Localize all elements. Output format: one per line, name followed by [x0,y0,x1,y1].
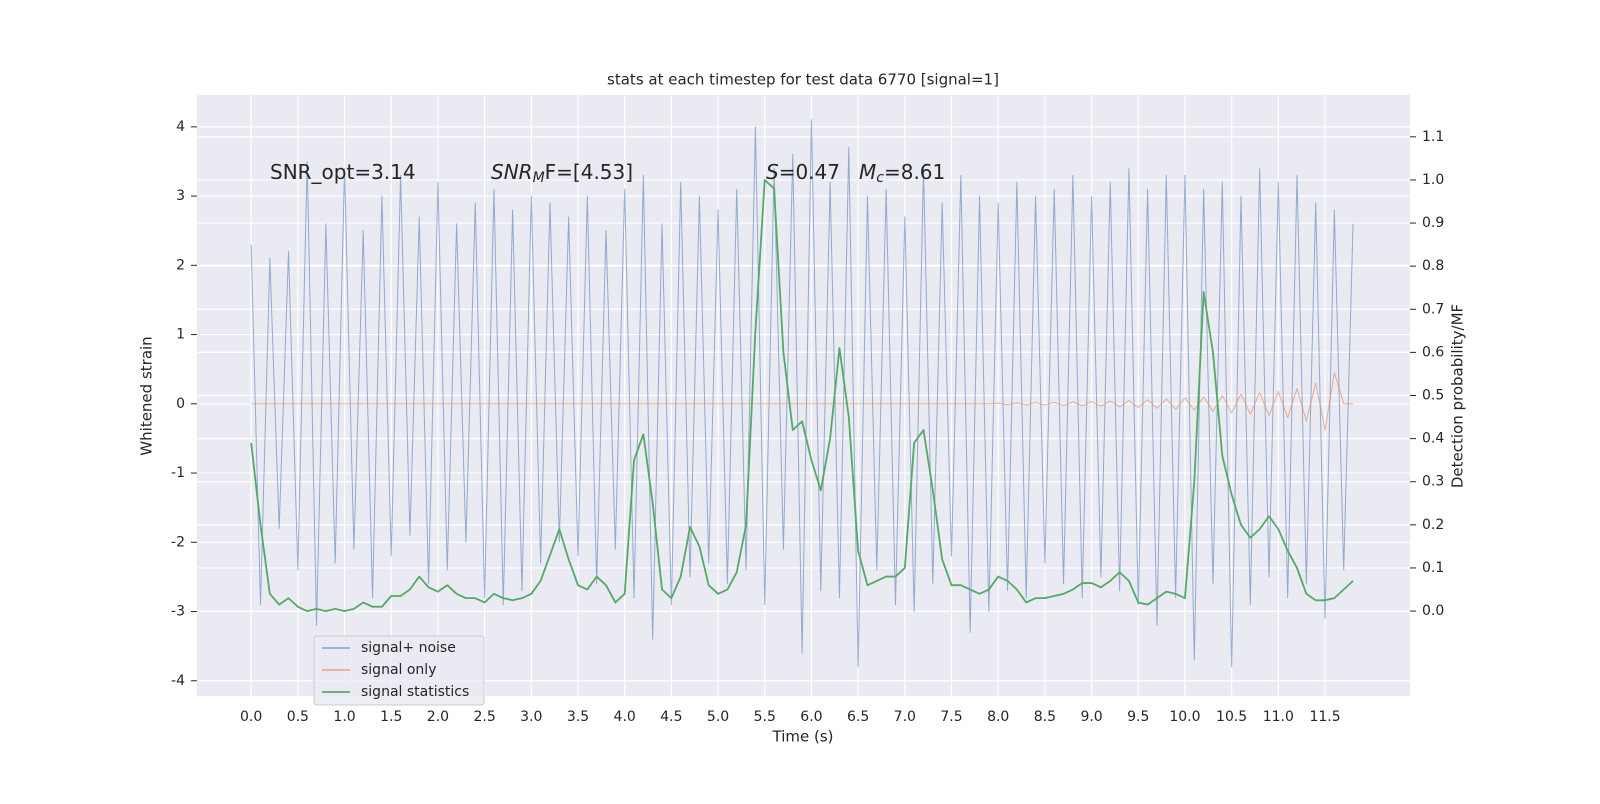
x-tick-label: 1.5 [380,709,402,725]
annotation-rest: F=[4.53] [545,160,633,184]
x-tick-label: 6.5 [847,709,869,725]
y2-tick-label: 0.2 [1422,517,1444,533]
x-tick-label: 11.0 [1263,709,1294,725]
y-tick-label: -2 [171,534,185,550]
y2-tick-label: 0.6 [1422,344,1444,360]
y-tick-label: -1 [171,465,185,481]
x-tick-label: 2.0 [427,709,449,725]
x-tick-label: 8.5 [1034,709,1056,725]
annotation-rest: =8.61 [884,160,945,184]
annotation-symbol: S [766,160,779,184]
annotation-text: SNR_opt=3.14 [270,160,416,184]
x-tick-label: 9.5 [1127,709,1149,725]
y-axis-label: Whitened strain [138,336,156,455]
annotation: SNR_opt=3.14 [270,160,416,184]
x-tick-label: 3.0 [520,709,542,725]
x-tick-label: 4.0 [614,709,636,725]
x-tick-label: 5.0 [707,709,729,725]
y2-tick-label: 0.8 [1422,258,1444,274]
x-tick-label: 6.0 [800,709,822,725]
annotation-subscript: c [876,170,884,186]
y-tick-label: 1 [176,327,185,343]
y2-tick-label: 0.9 [1422,215,1444,231]
series-line [251,372,1354,431]
annotation-symbol: M [859,160,876,184]
y-tick-label: 2 [176,257,185,273]
x-tick-label: 9.0 [1080,709,1102,725]
x-tick-label: 4.5 [660,709,682,725]
legend-box [313,635,485,706]
y2-tick-label: 0.7 [1422,301,1444,317]
chart-title: stats at each timestep for test data 677… [607,71,999,89]
y2-tick-label: 0.4 [1422,431,1444,447]
x-tick-label: 3.5 [567,709,589,725]
series-line [250,119,1354,668]
annotation: Mc=8.61 [859,160,945,187]
annotation-symbol: SNR [491,160,533,184]
annotation: S=0.47 [766,160,840,184]
x-tick-label: 10.0 [1169,709,1200,725]
y-tick-label: 4 [176,119,185,135]
y2-tick-label: 0.1 [1422,560,1444,576]
x-tick-label: 7.0 [894,709,916,725]
x-tick-label: 0.0 [240,709,262,725]
y-tick-label: -3 [171,604,185,620]
x-axis-label: Time (s) [772,728,834,746]
legend-label: signal statistics [361,684,469,700]
y-tick-label: 3 [176,188,185,204]
y2-axis-label: Detection probability/MF [1449,304,1467,488]
x-tick-label: 7.5 [940,709,962,725]
legend-label: signal only [361,662,436,678]
legend-label: signal+ noise [361,640,456,656]
x-tick-label: 0.5 [287,709,309,725]
annotation-rest: =0.47 [779,160,840,184]
y2-tick-label: 1.1 [1422,129,1444,145]
x-tick-label: 10.5 [1216,709,1247,725]
y-tick-label: -4 [171,673,185,689]
y2-tick-label: 0.3 [1422,474,1444,490]
annotation: SNRMF=[4.53] [491,160,633,187]
x-tick-label: 8.0 [987,709,1009,725]
x-tick-label: 5.5 [754,709,776,725]
y2-tick-label: 1.0 [1422,172,1444,188]
annotation-subscript: M [533,170,545,186]
x-tick-label: 11.5 [1309,709,1340,725]
series-line [250,179,1354,612]
y2-tick-label: 0.5 [1422,388,1444,404]
x-tick-label: 2.5 [473,709,495,725]
legend: signal+ noise signal only signal statistic… [313,635,485,706]
y2-tick-label: 0.0 [1422,603,1444,619]
y-tick-label: 0 [176,396,185,412]
x-tick-label: 1.0 [333,709,355,725]
